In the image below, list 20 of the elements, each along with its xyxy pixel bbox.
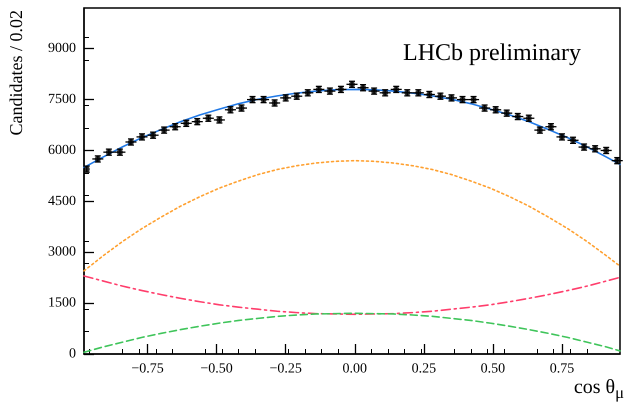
annotation: LHCb preliminary: [403, 40, 581, 67]
y-tick-label: 3000: [48, 244, 76, 260]
x-tick-label: 0.50: [480, 362, 506, 376]
x-tick-label: 0.25: [412, 362, 436, 376]
point: [84, 166, 90, 172]
y-tick-label: 6000: [48, 142, 76, 158]
y-tick-label: 0: [69, 346, 76, 362]
x-tick-label: 0.00: [342, 362, 368, 376]
y-tick-label: 4500: [48, 194, 76, 209]
line-series: [83, 275, 621, 316]
y-tick-label: 7500: [48, 92, 76, 108]
y-tick-label: 9000: [48, 41, 76, 56]
y-tick-label: 1500: [48, 296, 76, 311]
x-axis-title: cos θ$_{μ}$: [574, 376, 624, 403]
x-tick-label: −0.25: [269, 362, 302, 376]
x-tick-label: 0.75: [550, 362, 574, 376]
line-series: [83, 160, 621, 272]
x-tick-label: −0.75: [131, 362, 164, 376]
y-axis-title: Candidates / 0.02: [6, 10, 27, 136]
x-tick-label: −0.50: [200, 362, 233, 376]
